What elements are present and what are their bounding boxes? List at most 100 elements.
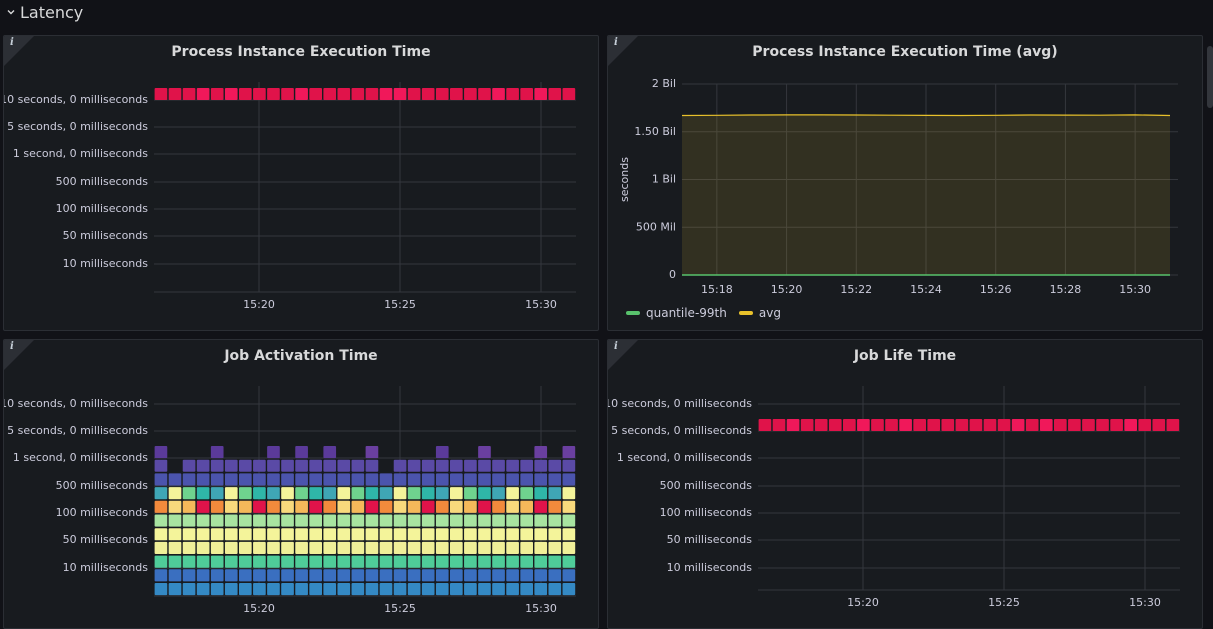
heatmap-cell	[450, 487, 463, 500]
row-header-latency[interactable]: Latency	[0, 0, 1213, 24]
panel-info-corner[interactable]	[608, 340, 638, 370]
heatmap-cell	[323, 555, 337, 568]
heatmap-cell	[323, 459, 337, 472]
heatmap-cell	[828, 419, 842, 431]
panel-process-instance-execution-time-avg[interactable]: i Process Instance Execution Time (avg) …	[607, 35, 1203, 331]
heatmap-cell	[421, 500, 435, 513]
info-icon[interactable]: i	[10, 341, 14, 352]
heatmap-cell	[506, 528, 519, 541]
heatmap-cell	[379, 473, 393, 486]
heatmap-cell	[379, 487, 393, 500]
panel-title[interactable]: Process Instance Execution Time (avg)	[752, 44, 1058, 60]
heatmap-cell	[309, 541, 322, 554]
heatmap-cell	[309, 583, 322, 596]
heatmap-cell	[1138, 419, 1152, 431]
heatmap-cell	[857, 419, 870, 431]
x-axis-label: 15:22	[840, 283, 872, 296]
heatmap-cell	[351, 528, 365, 541]
heatmap-cell	[393, 514, 407, 527]
info-icon[interactable]: i	[614, 341, 618, 352]
heatmap-cell	[323, 541, 337, 554]
heatmap-cell	[969, 419, 983, 431]
heatmap-cell	[548, 528, 562, 541]
heatmap-cell	[267, 528, 280, 541]
heatmap-cell	[534, 514, 548, 527]
y-axis-label: 10 seconds, 0 milliseconds	[608, 397, 752, 410]
heatmap-cell	[492, 500, 505, 513]
heatmap-cell	[351, 500, 365, 513]
heatmap-cell	[154, 514, 168, 527]
heatmap-cell	[379, 541, 393, 554]
heatmap-cell	[295, 555, 308, 568]
page-scrollbar[interactable]	[1207, 46, 1213, 108]
panel-info-corner[interactable]	[608, 36, 638, 66]
heatmap-cell	[337, 473, 351, 486]
info-icon[interactable]: i	[614, 37, 618, 48]
info-icon[interactable]: i	[10, 37, 14, 48]
legend-swatch	[738, 311, 753, 315]
heatmap-cell	[323, 446, 337, 459]
heatmap-cell	[562, 446, 576, 459]
heatmap-cell	[365, 446, 379, 459]
y-axis-label: 10 milliseconds	[63, 561, 149, 574]
y-axis-label: 0	[669, 268, 676, 281]
heatmap-cell	[309, 555, 322, 568]
heatmap-cell	[210, 459, 224, 472]
y-axis-label: 500 milliseconds	[56, 479, 149, 492]
heatmap-cell	[843, 419, 856, 431]
heatmap-cell	[182, 487, 196, 500]
heatmap-cell	[253, 459, 266, 472]
panel-process-instance-execution-time[interactable]: i Process Instance Execution Time 10 sec…	[3, 35, 599, 331]
heatmap-cell	[351, 473, 365, 486]
heatmap-cell	[168, 88, 182, 100]
heatmap-cell	[407, 487, 421, 500]
heatmap-cell	[281, 88, 294, 100]
heatmap-cell	[210, 88, 224, 100]
heatmap-cell	[267, 555, 280, 568]
heatmap-cell	[253, 514, 266, 527]
panel-title[interactable]: Process Instance Execution Time	[171, 44, 431, 60]
heatmap-cell	[464, 569, 477, 582]
heatmap-cell	[379, 514, 393, 527]
panel-info-corner[interactable]	[4, 36, 34, 66]
chevron-down-icon[interactable]	[6, 7, 16, 17]
panel-title[interactable]: Job Activation Time	[224, 348, 378, 364]
heatmap-cell	[253, 583, 266, 596]
heatmap-cell	[309, 500, 322, 513]
legend-item-avg[interactable]: avg	[738, 306, 781, 320]
heatmap-cell	[562, 473, 576, 486]
heatmap-cell	[393, 459, 407, 472]
heatmap-cell	[210, 583, 224, 596]
legend-item-quantile-99th[interactable]: quantile-99th	[626, 306, 727, 320]
heatmap-cell	[239, 528, 252, 541]
x-axis-label: 15:30	[525, 298, 557, 311]
heatmap-cell	[182, 528, 196, 541]
heatmap-cell	[1011, 419, 1025, 431]
x-axis-label: 15:30	[1129, 596, 1161, 609]
heatmap-cell	[562, 514, 576, 527]
heatmap-cell	[337, 569, 351, 582]
heatmap-cell	[478, 487, 491, 500]
heatmap-cell	[534, 473, 548, 486]
x-axis-label: 15:24	[910, 283, 942, 296]
heatmap-cell	[337, 555, 351, 568]
heatmap-cell	[196, 514, 210, 527]
heatmap-cell	[253, 88, 266, 100]
panel-job-life-time[interactable]: i Job Life Time 10 seconds, 0 millisecon…	[607, 339, 1203, 629]
heatmap-cell	[772, 419, 786, 431]
heatmap-cell	[365, 514, 379, 527]
heatmap-cell	[435, 473, 449, 486]
heatmap-cell	[267, 569, 280, 582]
heatmap-cell	[154, 500, 168, 513]
panel-job-activation-time[interactable]: i Job Activation Time 10 seconds, 0 mill…	[3, 339, 599, 629]
heatmap-cell	[393, 583, 407, 596]
heatmap-cell	[506, 487, 519, 500]
heatmap-cell	[239, 514, 252, 527]
heatmap-cell	[407, 583, 421, 596]
heatmap-cell	[520, 500, 533, 513]
panel-title[interactable]: Job Life Time	[853, 348, 957, 364]
heatmap-cell	[871, 419, 884, 431]
panel-info-corner[interactable]	[4, 340, 34, 370]
heatmap-cell	[492, 555, 505, 568]
heatmap-cell	[309, 569, 322, 582]
